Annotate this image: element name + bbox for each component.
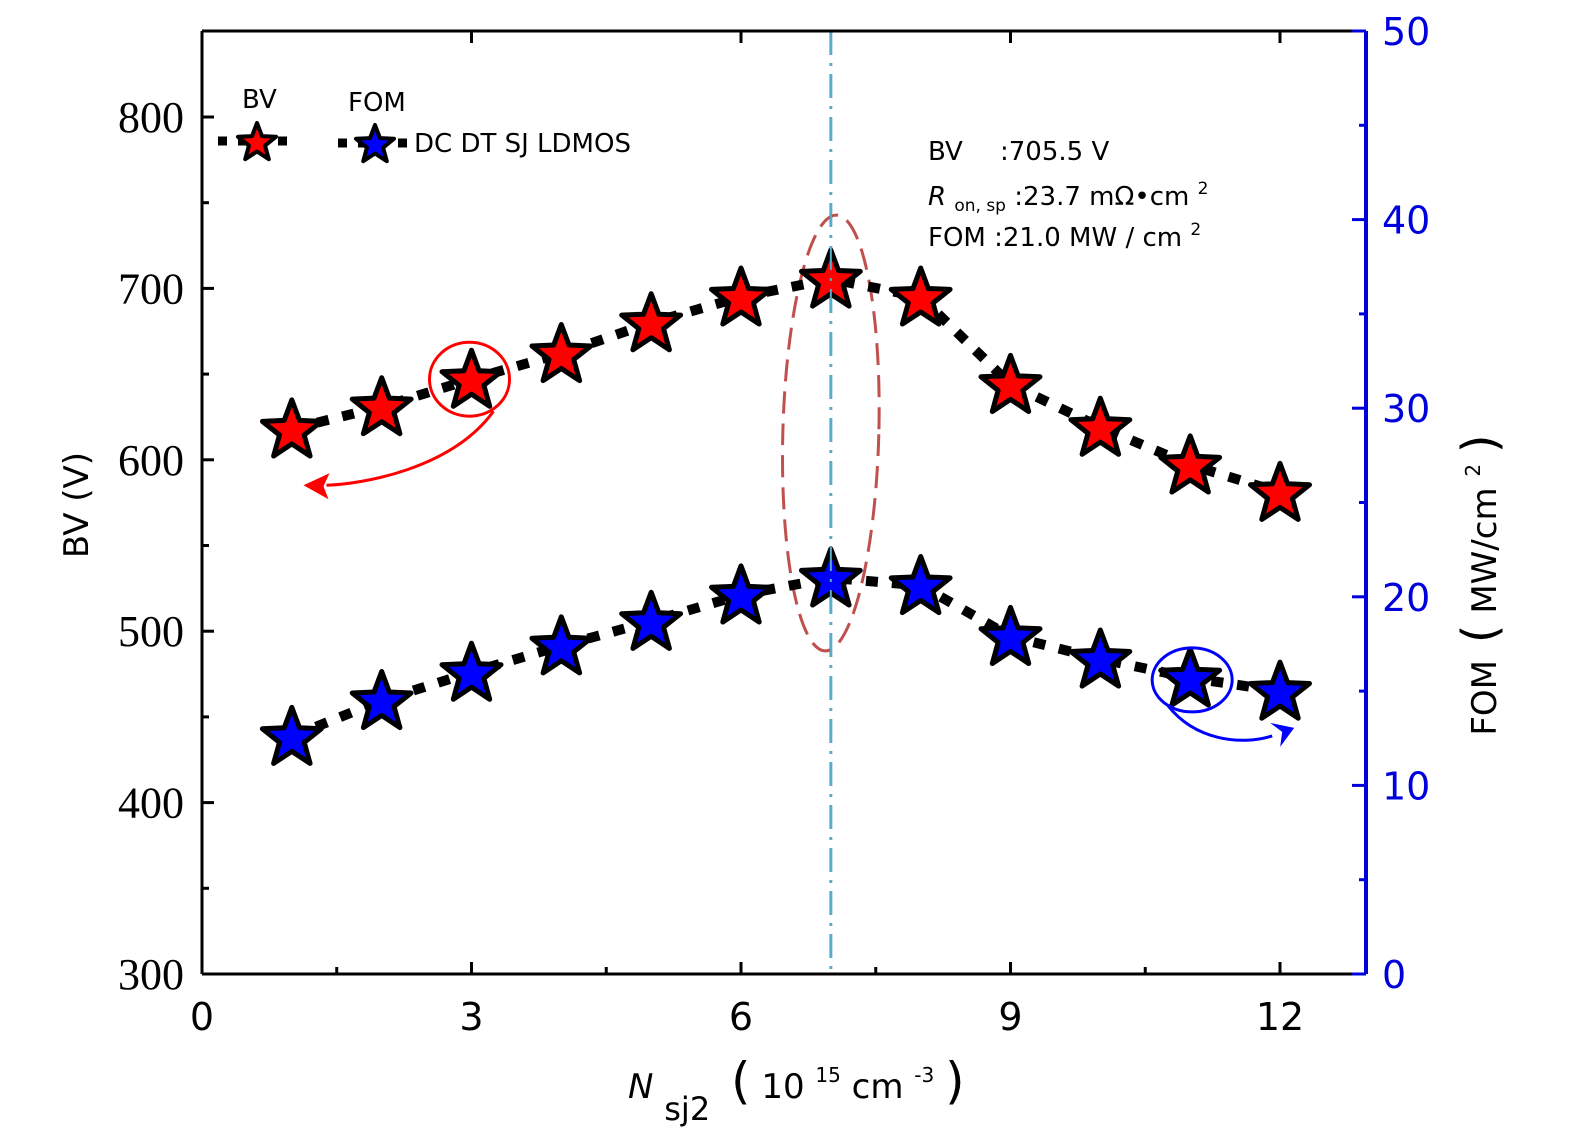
y-right-title-unit-exp: 2 <box>1461 464 1485 477</box>
y-right-tick-label: 0 <box>1382 953 1406 997</box>
y-right-tick-label: 20 <box>1382 576 1430 620</box>
y-right-title-unit: MW/cm <box>1465 487 1505 613</box>
data-point-fom <box>529 614 594 676</box>
x-title-unit-rest-exp: -3 <box>914 1063 934 1087</box>
data-point-fom <box>888 554 953 616</box>
x-title-paren-open: ( <box>731 1052 751 1110</box>
anno-ron-line: R on, sp :23.7 mΩ•cm 2 <box>928 179 1208 218</box>
y-right-title-paren-open: ( <box>1452 624 1508 643</box>
x-tick-label: 6 <box>729 995 753 1039</box>
y-right-axis-title: FOM ( MW/cm 2 ) <box>1449 434 1508 735</box>
y-left-tick-label: 400 <box>118 779 184 828</box>
y-right-tick-label: 40 <box>1382 199 1430 243</box>
anno-bv-line: BV :705.5 V <box>928 137 1109 167</box>
data-point-fom <box>1068 627 1133 689</box>
legend-star-bv <box>236 121 278 162</box>
data-point-bv <box>349 375 414 437</box>
y-left-tick-label: 300 <box>118 950 184 999</box>
y-left-tick-label: 700 <box>118 264 184 313</box>
legend-label-bv: BV <box>242 85 277 115</box>
y-right-tick-label: 50 <box>1382 10 1430 54</box>
data-point-fom <box>978 604 1043 666</box>
data-point-fom <box>619 589 684 651</box>
data-point-bv <box>529 322 594 384</box>
y-left-axis-title: BV (V) <box>57 452 97 558</box>
data-point-fom <box>1248 659 1312 721</box>
data-point-bv <box>439 347 504 409</box>
y-left-tick-label: 600 <box>118 436 184 485</box>
x-title-main: N <box>628 1067 653 1107</box>
data-point-bv <box>259 397 324 459</box>
fom-callout-arrowhead <box>1270 722 1295 747</box>
x-tick-label: 0 <box>190 995 214 1039</box>
anno-fom-value: :21.0 MW / cm <box>994 223 1190 253</box>
anno-fom-line: FOM :21.0 MW / cm 2 <box>928 220 1201 253</box>
series-bv <box>259 247 1312 522</box>
bv-callout-circle <box>428 340 511 418</box>
anno-fom-exp: 2 <box>1190 220 1201 240</box>
data-point-bv <box>1158 433 1223 495</box>
x-tick-label: 3 <box>459 995 483 1039</box>
data-point-fom <box>259 704 324 766</box>
series-fom <box>259 546 1312 766</box>
data-point-bv <box>1248 460 1312 522</box>
series-line-bv <box>290 273 1282 498</box>
optimum-annotation: BV :705.5 V R on, sp :23.7 mΩ•cm 2 FOM :… <box>928 137 1208 253</box>
plot-frame <box>200 29 1368 976</box>
legend-label-fom: FOM <box>348 88 406 118</box>
x-title-sub: sj2 <box>664 1090 710 1128</box>
data-point-bv <box>1068 395 1133 457</box>
data-point-fom <box>439 640 504 702</box>
x-title-unit-exp: 15 <box>815 1063 840 1087</box>
data-point-fom <box>1158 646 1223 708</box>
y-right-tick-label: 10 <box>1382 764 1430 808</box>
y-left-tick-label: 800 <box>118 93 184 142</box>
anno-ron-value: :23.7 mΩ•cm <box>1014 182 1189 212</box>
fom-callout-arrow <box>1166 704 1273 742</box>
legend-device-label: DC DT SJ LDMOS <box>414 129 631 159</box>
ticks-layer: 0 3 6 9 12 300 400 500 600 700 800 0 10 20 30 40 50 <box>118 10 1430 1039</box>
anno-ron-sub: on, sp <box>954 196 1006 216</box>
x-tick-label: 12 <box>1256 995 1304 1039</box>
callouts <box>303 340 1295 747</box>
y-right-title-main: FOM <box>1465 660 1505 736</box>
data-point-fom <box>349 669 414 731</box>
legend: BV FOM DC DT SJ LDMOS <box>218 85 631 164</box>
series-layer <box>259 31 1312 974</box>
y-right-tick-label: 30 <box>1382 387 1430 431</box>
data-point-bv <box>888 265 953 327</box>
data-point-bv <box>619 291 684 353</box>
legend-marker-bv <box>236 121 278 162</box>
x-title-unit-base: 10 <box>761 1067 804 1107</box>
y-right-title-paren-close: ) <box>1452 434 1508 453</box>
data-point-bv <box>709 265 773 327</box>
y-left-tick-label: 500 <box>118 607 184 656</box>
legend-star-fom <box>354 123 396 164</box>
bv-callout-arrow <box>326 410 495 487</box>
anno-bv-label: BV <box>928 137 963 167</box>
anno-ron-label: R <box>928 182 946 212</box>
highlight-ellipse <box>781 213 881 653</box>
series-line-fom <box>289 572 1281 742</box>
anno-ron-exp: 2 <box>1198 179 1209 199</box>
x-tick-label: 9 <box>998 995 1022 1039</box>
x-axis-title: N sj2 ( 10 15 cm -3 ) <box>628 1051 965 1129</box>
anno-bv-value: :705.5 V <box>1000 137 1109 167</box>
data-point-bv <box>978 352 1043 414</box>
fom-callout-circle <box>1150 646 1234 714</box>
bv-callout-arrowhead <box>303 473 330 500</box>
x-title-unit-rest: cm <box>852 1067 904 1107</box>
anno-fom-label: FOM <box>928 223 986 253</box>
data-point-fom <box>709 563 773 625</box>
legend-marker-fom <box>354 123 396 164</box>
x-title-paren-close: ) <box>945 1052 965 1110</box>
